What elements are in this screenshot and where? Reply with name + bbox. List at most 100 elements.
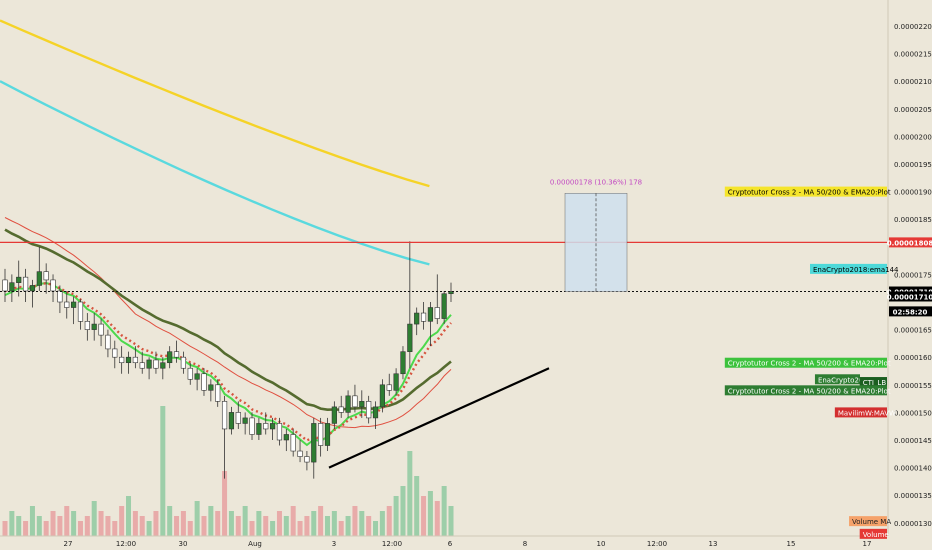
candle-body <box>263 423 269 430</box>
volume-bar <box>187 521 193 536</box>
x-tick-label: 15 <box>787 540 796 548</box>
candle-body <box>187 367 193 380</box>
indicator-label-box <box>814 374 860 385</box>
volume-bar <box>71 511 77 536</box>
candle-body <box>91 323 97 330</box>
candle-body <box>139 362 145 369</box>
candle-body <box>84 321 90 330</box>
price-tag-box <box>889 237 932 248</box>
candle-body <box>386 384 392 391</box>
volume-bar <box>91 501 97 536</box>
volume-bar <box>36 516 42 536</box>
x-tick-label: 27 <box>64 540 73 548</box>
ema-dotted-line <box>4 282 452 442</box>
volume-bar <box>311 511 317 536</box>
x-tick-label: 12:00 <box>647 540 667 548</box>
volume-bar <box>400 486 406 536</box>
volume-bar <box>249 521 255 536</box>
candle-body <box>338 406 344 413</box>
volume-bar <box>393 496 399 536</box>
x-tick-label: 3 <box>332 540 336 548</box>
price-tag-box <box>889 291 932 302</box>
ema-yellow-line <box>0 19 430 188</box>
volume-bar <box>201 516 207 536</box>
volume-bar <box>318 506 324 536</box>
candle-body <box>208 384 214 391</box>
volume-bar <box>352 506 358 536</box>
candle-body <box>283 434 289 441</box>
price-tag-box <box>889 306 932 317</box>
volume-bar <box>215 511 221 536</box>
volume-bar <box>50 511 56 536</box>
volume-bar <box>112 521 118 536</box>
volume-bar <box>2 521 8 536</box>
volume-bar <box>270 521 276 536</box>
candle-body <box>441 293 447 319</box>
price-tag-text: 0.00001808 <box>887 239 932 247</box>
candle-body <box>194 373 200 380</box>
volume-bar <box>421 496 427 536</box>
candle-body <box>434 307 440 319</box>
volume-bar <box>9 511 15 536</box>
volume-bar <box>373 521 379 536</box>
x-tick-label: 6 <box>448 540 453 548</box>
volume-bar <box>366 516 372 536</box>
candle-body <box>393 373 399 391</box>
candle-body <box>407 323 413 352</box>
volume-bar <box>146 521 152 536</box>
candle-body <box>304 456 310 463</box>
indicator-label-text: EnaCrypto20 <box>818 376 863 384</box>
candle-body <box>221 401 228 430</box>
candle-body <box>36 271 42 286</box>
candle-body <box>64 301 70 308</box>
volume-bar <box>132 511 138 536</box>
volume-bar <box>407 451 413 536</box>
candle-body <box>2 279 8 292</box>
candle-body <box>414 312 420 325</box>
x-tick-label: 13 <box>709 540 718 548</box>
volume-bar <box>153 511 159 536</box>
candle-body <box>235 412 241 424</box>
volume-bar <box>338 521 344 536</box>
candle-body <box>9 282 15 292</box>
volume-bar <box>414 476 420 536</box>
volume-bar <box>64 506 70 536</box>
price-tag-text: 0.00001710 <box>887 293 932 301</box>
candle-body <box>22 276 29 292</box>
volume-bar <box>386 506 392 536</box>
measure-box <box>564 193 628 292</box>
candle-body <box>228 412 235 430</box>
volume-bar <box>263 516 269 536</box>
volume-bar <box>222 471 228 536</box>
volume-bar <box>194 501 200 536</box>
volume-bar <box>256 511 262 536</box>
candle-body <box>132 356 138 364</box>
candle-body <box>352 395 358 408</box>
volume-bar <box>43 521 49 536</box>
candle-body <box>215 384 221 402</box>
candle-body <box>50 279 56 292</box>
indicator-label-text: Volume MA <box>852 518 891 526</box>
candle-body <box>359 401 365 408</box>
candle-body <box>297 450 303 457</box>
candle-body <box>249 417 255 435</box>
candle-body <box>420 312 427 322</box>
indicator-label-box <box>724 186 887 197</box>
candle-body <box>379 384 385 408</box>
candle-body <box>77 301 84 322</box>
candle-body <box>43 271 49 281</box>
indicator-label-box <box>849 516 887 527</box>
candle-body <box>427 307 434 322</box>
candle-body <box>173 351 180 358</box>
volume-bar <box>359 511 365 536</box>
x-tick-label: 10 <box>597 540 606 548</box>
